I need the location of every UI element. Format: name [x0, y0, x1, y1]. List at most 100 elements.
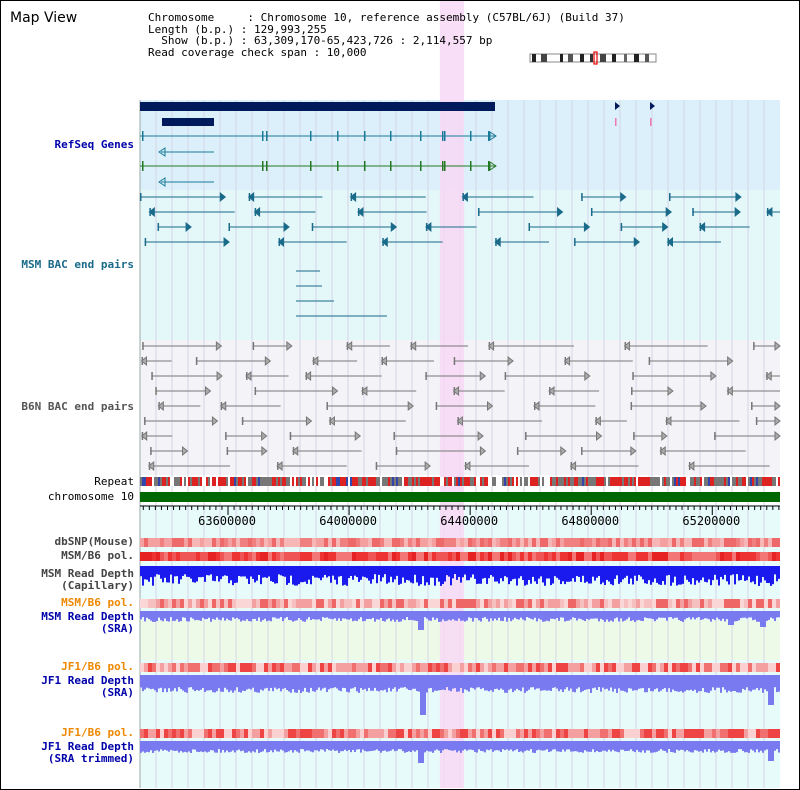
depth-bar — [362, 566, 364, 577]
bac-end-arrow — [328, 415, 335, 427]
repeat-segment — [642, 477, 644, 486]
track-label-jf1-b6-pol-1[interactable]: JF1/B6 pol. — [61, 660, 134, 673]
heat-cell — [208, 599, 212, 608]
depth-bar — [658, 675, 660, 692]
depth-bar — [690, 566, 692, 585]
depth-bar — [284, 566, 286, 577]
depth-bar — [316, 741, 318, 751]
depth-bar — [710, 611, 712, 622]
heat-cell — [488, 538, 492, 547]
depth-bar — [322, 566, 324, 578]
depth-bar — [736, 566, 738, 575]
depth-bar — [462, 675, 464, 693]
heat-cell — [572, 729, 576, 738]
depth-bar — [604, 611, 606, 622]
depth-bar — [502, 566, 504, 582]
heat-cell — [680, 729, 684, 738]
depth-bar — [506, 566, 508, 578]
heat-cell — [344, 599, 348, 608]
track-label-repeat[interactable]: Repeat — [94, 475, 134, 488]
depth-bar — [268, 675, 270, 691]
track-label-msm-bac[interactable]: MSM BAC end pairs — [21, 258, 134, 271]
track-label-jf1-depth-trimmed[interactable]: JF1 Read Depth (SRA trimmed) — [41, 740, 134, 765]
track-label-msm-depth-sra[interactable]: MSM Read Depth (SRA) — [41, 610, 134, 635]
track-label-jf1-depth-sra[interactable]: JF1 Read Depth (SRA) — [41, 674, 134, 699]
depth-bar — [740, 611, 742, 619]
depth-bar — [596, 741, 598, 751]
track-label-chromosome[interactable]: chromosome 10 — [47, 490, 134, 503]
bac-end-arrow — [623, 340, 631, 352]
repeat-segment — [272, 477, 274, 486]
depth-bar — [306, 566, 308, 584]
heat-cell — [332, 663, 336, 672]
depth-bar — [740, 566, 742, 580]
depth-bar — [390, 566, 392, 577]
depth-bar — [288, 675, 290, 692]
depth-bar — [774, 566, 776, 575]
depth-bar — [518, 611, 520, 620]
bac-end-arrow — [633, 236, 641, 248]
track-label-jf1-b6-pol-2[interactable]: JF1/B6 pol. — [61, 726, 134, 739]
depth-bar — [558, 611, 560, 621]
depth-bar — [312, 611, 314, 620]
track-label-refseq-genes[interactable]: RefSeq Genes — [54, 138, 134, 151]
heat-cell — [316, 538, 320, 547]
repeat-segment — [186, 477, 188, 486]
depth-bar — [448, 611, 450, 620]
depth-bar — [542, 675, 544, 691]
depth-bar — [568, 611, 570, 621]
depth-bar — [380, 675, 382, 691]
track-label-msm-depth-capillary[interactable]: MSM Read Depth (Capillary) — [41, 567, 134, 592]
heat-cell — [524, 552, 528, 561]
track-label-msm-b6-pol-2[interactable]: MSM/B6 pol. — [61, 596, 134, 609]
depth-bar — [226, 566, 228, 576]
depth-bar — [632, 741, 634, 752]
bac-end-arrow — [345, 340, 353, 352]
depth-bar — [768, 611, 770, 620]
repeat-segment — [482, 477, 484, 486]
bac-end-arrow — [766, 206, 773, 218]
heat-cell — [188, 538, 192, 547]
depth-bar — [356, 566, 358, 578]
depth-bar — [724, 566, 726, 575]
heat-cell — [692, 599, 696, 608]
depth-bar — [708, 675, 710, 693]
bac-end-arrow — [734, 206, 741, 218]
depth-bar — [446, 611, 448, 621]
heat-cell — [452, 538, 456, 547]
depth-bar — [268, 741, 270, 753]
track-label-b6n-bac[interactable]: B6N BAC end pairs — [21, 400, 134, 413]
depth-bar — [398, 611, 400, 622]
depth-bar — [340, 741, 342, 752]
repeat-segment — [622, 477, 624, 486]
depth-bar — [402, 675, 404, 688]
depth-bar — [734, 611, 736, 622]
repeat-segment — [170, 477, 172, 486]
depth-bar — [540, 675, 542, 691]
depth-bar — [470, 675, 472, 688]
repeat-segment — [576, 477, 578, 486]
depth-bar — [412, 741, 414, 751]
depth-bar — [166, 675, 168, 693]
depth-bar — [262, 611, 264, 621]
heat-cell — [636, 729, 640, 738]
depth-bar — [564, 611, 566, 622]
depth-bar — [550, 675, 552, 691]
bac-end — [581, 193, 583, 201]
track-label-msm-b6-pol-1[interactable]: MSM/B6 pol. — [61, 549, 134, 562]
depth-bar — [654, 566, 656, 579]
heat-cell — [408, 599, 412, 608]
depth-bar — [404, 611, 406, 621]
track-label-dbsnp[interactable]: dbSNP(Mouse) — [54, 535, 134, 548]
heat-cell — [140, 599, 144, 608]
heat-cell — [436, 552, 440, 561]
heat-cell — [692, 538, 696, 547]
heat-cell — [664, 729, 668, 738]
heat-cell — [664, 663, 668, 672]
repeat-segment — [278, 477, 280, 486]
depth-bar — [618, 611, 620, 622]
repeat-segment — [242, 477, 244, 486]
repeat-segment — [396, 477, 398, 486]
repeat-segment — [582, 477, 584, 486]
